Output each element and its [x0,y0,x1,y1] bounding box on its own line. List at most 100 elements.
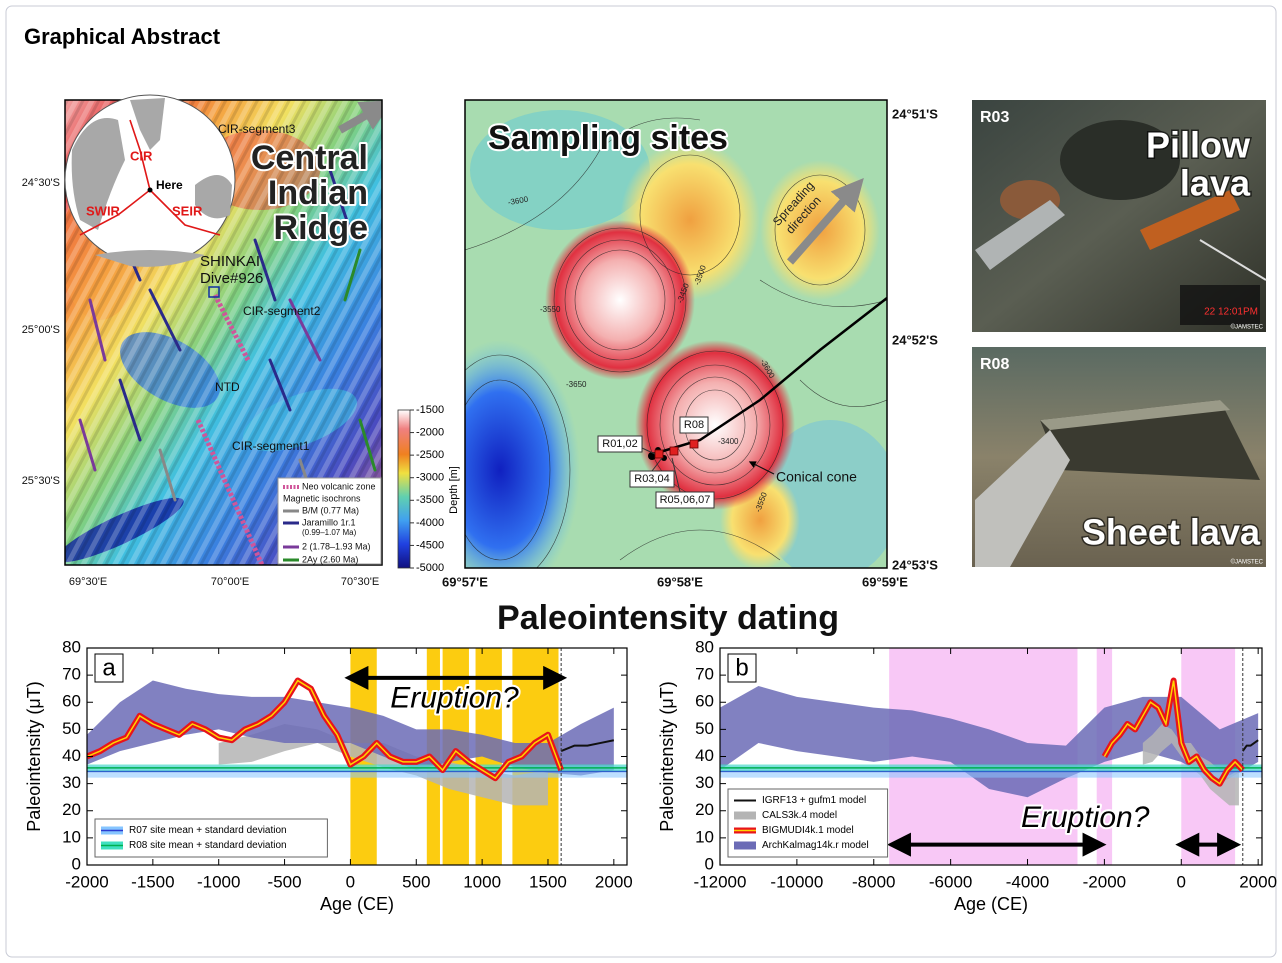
y-tick-label: 20 [62,800,81,819]
y-tick-label: 80 [62,637,81,656]
x-tick-label: -1500 [131,872,174,891]
map-title: Central [251,139,368,177]
map-title: Ridge [274,209,368,247]
x-tick-label: -10000 [770,872,823,891]
photo-credit: ©JAMSTEC [1231,559,1264,566]
y-axis-label: Paleointensity (μT) [24,681,44,831]
photo-label: R08 [980,356,1009,373]
section-title: Paleointensity dating [497,599,839,637]
y-tick-label: 70 [62,665,81,684]
x-tick-label: 2000 [595,872,633,891]
x-tick-label: 2000 [1239,872,1277,891]
y-tick-label: 60 [695,692,714,711]
colorbar-tick-label: -5000 [416,562,444,574]
legend-label: B/M (0.77 Ma) [302,505,359,515]
y-axis-label: Paleointensity (μT) [657,681,677,831]
panel-label: b [735,654,748,681]
map-title: Sampling sites [488,119,728,157]
photo-pillow-lava: R03 Pillow lava 22 12:01PM ©JAMSTEC [972,100,1266,332]
y-tick-label: 30 [695,773,714,792]
x-tick-label: -6000 [929,872,972,891]
y-tick-label: 10 [62,827,81,846]
y-tick-label: 0 [705,854,714,873]
lat-label: 24°51'S [892,106,938,121]
contour-label: -3550 [540,305,561,314]
y-tick-label: 40 [695,746,714,765]
y-tick-label: 80 [695,637,714,656]
legend-label: R07 site mean + standard deviation [129,825,287,836]
lat-label: 25°00'S [22,324,60,336]
map-label: Dive#926 [200,270,263,287]
legend-label: IGRF13 + gufm1 model [762,795,866,806]
lon-label: 70°00'E [211,576,249,588]
x-tick-label: 1000 [463,872,501,891]
photo-label: R03 [980,109,1009,126]
legend-label: BIGMUDI4k.1 model [762,825,854,836]
legend-swatch [734,842,756,850]
lat-label: 24°30'S [22,177,60,189]
x-axis-label: Age (CE) [954,894,1028,914]
photo-credit: ©JAMSTEC [1231,324,1264,331]
photo-caption: Pillow [1146,125,1251,166]
y-tick-label: 70 [695,665,714,684]
x-tick-label: 1500 [529,872,567,891]
x-axis-label: Age (CE) [320,894,394,914]
y-tick-label: 60 [62,692,81,711]
annotation: Eruption? [390,681,519,714]
colorbar-tick-label: -1500 [416,404,444,416]
map-label: CIR-segment1 [232,439,310,453]
legend-label: (0.99–1.07 Ma) [302,528,357,537]
x-tick-label: -12000 [694,872,747,891]
x-tick-label: -2000 [1083,872,1126,891]
lat-label: 25°30'S [22,475,60,487]
photo-sheet-lava: R08 Sheet lava ©JAMSTEC [972,347,1266,567]
panel-label: a [102,654,116,681]
annotation: Eruption? [1021,801,1150,834]
colorbar-tick-label: -2500 [416,449,444,461]
photo-timestamp: 22 12:01PM [1204,307,1258,318]
map-label: NTD [215,380,240,394]
lon-label: 69°57'E [442,574,488,589]
legend-label: R08 site mean + standard deviation [129,840,287,851]
contour-label: -3650 [566,380,587,389]
colorbar-tick-label: -3500 [416,494,444,506]
legend-label: Jaramillo 1r.1 [302,517,356,527]
colorbar-tick-label: -4000 [416,517,444,529]
map-title: Indian [268,174,368,212]
y-tick-label: 40 [62,746,81,765]
y-tick-label: 20 [695,800,714,819]
colorbar-label: Depth [m] [448,466,460,514]
colorbar-tick-label: -4500 [416,539,444,551]
globe-label: SEIR [172,203,203,218]
photo-caption: lava [1180,163,1251,204]
contour-label: -3400 [718,437,739,446]
x-tick-label: -8000 [852,872,895,891]
legend-label: Magnetic isochrons [283,493,361,503]
site-label: R05,06,07 [660,494,711,506]
globe-label: SWIR [86,203,121,218]
lat-label: 24°52'S [892,332,938,347]
map-label: SHINKAI [200,253,260,270]
y-tick-label: 0 [72,854,81,873]
lon-label: 69°30'E [69,576,107,588]
legend-label: ArchKalmag14k.r model [762,840,869,851]
x-tick-label: 0 [1177,872,1186,891]
sampling-map: Sampling sites Spreading direction R01,0… [420,100,938,600]
x-tick-label: 500 [402,872,430,891]
colorbar-tick-label: -2000 [416,426,444,438]
map-label: CIR-segment2 [243,304,321,318]
legend-label: 2 (1.78–1.93 Ma) [302,541,371,551]
legend-swatch [734,812,756,820]
y-tick-label: 10 [695,827,714,846]
legend: R07 site mean + standard deviation R08 si… [95,819,327,857]
site-label: R01,02 [602,438,637,450]
y-tick-label: 30 [62,773,81,792]
map-label: CIR-segment3 [218,122,296,136]
lon-label: 70°30'E [341,576,379,588]
x-tick-label: -1000 [197,872,240,891]
photo-caption: Sheet lava [1082,512,1261,553]
x-tick-label: -500 [268,872,302,891]
x-tick-label: -4000 [1006,872,1049,891]
page-title: Graphical Abstract [24,24,221,49]
legend-label: 2Ay (2.60 Ma) [302,554,358,564]
